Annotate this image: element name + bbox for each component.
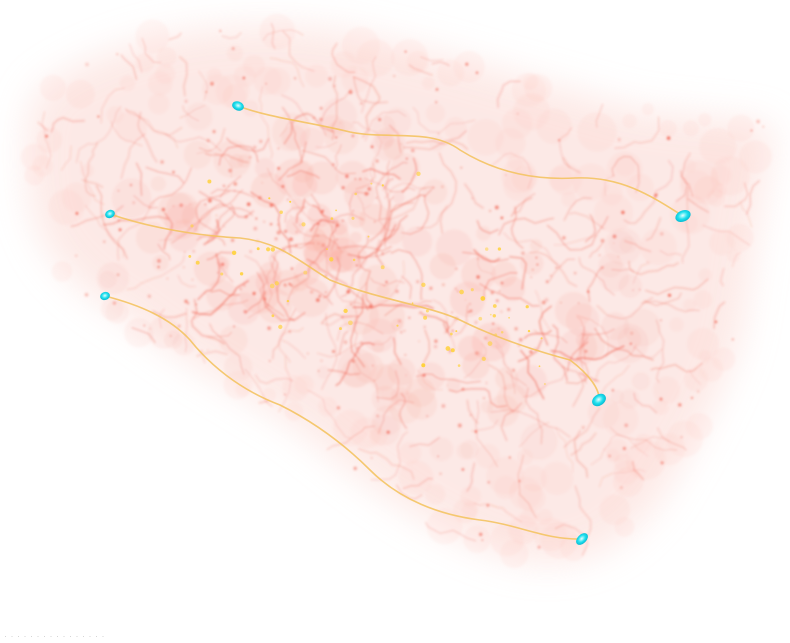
marker-left	[100, 291, 110, 301]
marker-right	[675, 209, 691, 223]
image-caption: · · · · · · · · · · · · · · · ·	[4, 631, 105, 641]
filament-network	[20, 13, 772, 569]
density-hotspots	[188, 171, 546, 385]
trajectory-path-top-right	[237, 105, 684, 217]
marker-upper-left	[105, 209, 115, 219]
marker-lower-right	[592, 393, 606, 407]
trajectory-path-left-bottom	[104, 295, 583, 540]
marker-top	[232, 101, 244, 111]
markers	[100, 101, 691, 545]
trajectory-path-upper-left	[109, 213, 600, 401]
trajectory-paths	[104, 105, 684, 540]
marker-bottom	[576, 533, 588, 545]
